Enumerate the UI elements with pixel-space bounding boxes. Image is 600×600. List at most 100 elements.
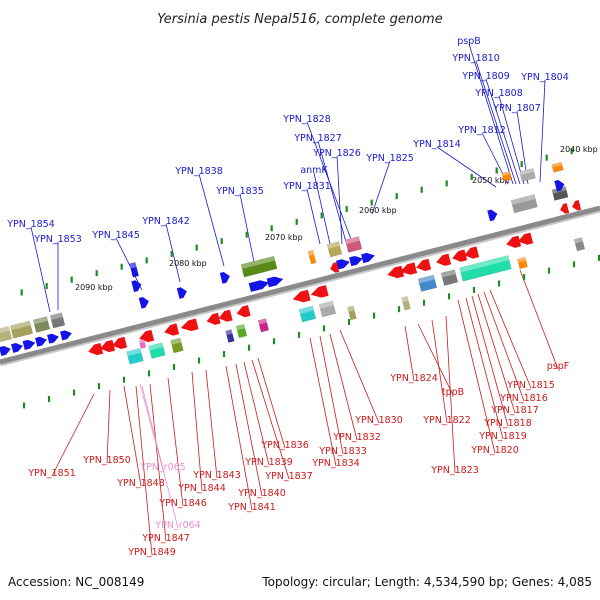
gene-label[interactable]: YPN_1834 (311, 458, 360, 469)
forward-cds-arrow[interactable] (349, 254, 364, 267)
gene-label[interactable]: YPN_1822 (422, 415, 471, 426)
gene-label[interactable]: YPN_1843 (192, 470, 241, 481)
forward-analysis-block[interactable] (326, 241, 343, 258)
reverse-cds-arrow[interactable] (451, 249, 468, 264)
gene-label[interactable]: tppB (442, 387, 464, 398)
forward-analysis-block[interactable] (551, 186, 569, 201)
reverse-analysis-block[interactable] (257, 318, 270, 333)
reverse-cds-arrow[interactable] (571, 200, 582, 212)
forward-cds-arrow[interactable] (35, 335, 48, 347)
gene-label[interactable]: YPN_1814 (412, 139, 461, 150)
gene-label[interactable]: YPN_1826 (312, 148, 361, 159)
gene-label[interactable]: YPN_1830 (354, 415, 403, 426)
gene-label[interactable]: YPN_1835 (215, 186, 264, 197)
gene-label[interactable]: YPN_1820 (470, 445, 519, 456)
reverse-analysis-block[interactable] (170, 337, 184, 354)
reverse-cds-arrow[interactable] (217, 309, 233, 324)
forward-analysis-block[interactable] (501, 171, 512, 182)
gene-label[interactable]: YPN_1823 (430, 465, 479, 476)
reverse-analysis-block[interactable] (573, 237, 586, 252)
gene-label[interactable]: YPN_1817 (490, 405, 539, 416)
gene-label[interactable]: YPN_1807 (492, 103, 541, 114)
gene-label[interactable]: YPN_1851 (27, 468, 76, 479)
reverse-analysis-block[interactable] (347, 305, 357, 321)
gene-label[interactable]: YPN_1844 (177, 483, 226, 494)
gene-label[interactable]: YPN_1825 (365, 153, 414, 164)
forward-cds-arrow[interactable] (0, 345, 12, 356)
gene-label[interactable]: YPN_1839 (244, 457, 293, 468)
gene-label[interactable]: YPN_1816 (499, 393, 548, 404)
forward-cds-arrow[interactable] (361, 251, 376, 264)
forward-cds-block[interactable] (129, 261, 140, 278)
gene-label[interactable]: YPN_1810 (451, 53, 500, 64)
forward-analysis-block[interactable] (510, 194, 538, 214)
gene-label[interactable]: YPN_1824 (389, 373, 438, 384)
forward-cds-arrow[interactable] (60, 329, 73, 341)
forward-analysis-block[interactable] (32, 316, 51, 333)
forward-analysis-block[interactable] (9, 320, 34, 339)
reverse-cds-arrow[interactable] (291, 289, 311, 305)
reverse-cds-arrow[interactable] (309, 285, 329, 300)
gene-label[interactable]: YPN_1808 (474, 88, 523, 99)
gene-label[interactable]: YPN_1847 (141, 533, 190, 544)
gene-label[interactable]: YPN_1842 (141, 216, 190, 227)
reverse-analysis-block[interactable] (401, 295, 411, 311)
forward-cds-arrow[interactable] (266, 275, 285, 288)
reverse-cds-arrow[interactable] (505, 235, 522, 250)
reverse-cds-arrow[interactable] (163, 323, 180, 337)
reverse-cds-arrow[interactable] (205, 312, 221, 327)
gene-label[interactable]: YPN_1832 (332, 432, 381, 443)
reverse-analysis-block[interactable] (298, 305, 317, 323)
forward-analysis-block[interactable] (307, 249, 317, 265)
gene-label[interactable]: YPN_1853 (33, 234, 82, 245)
reverse-analysis-block[interactable] (440, 269, 459, 286)
reverse-analysis-block[interactable] (235, 323, 248, 339)
gene-label[interactable]: YPN_1846 (158, 498, 207, 509)
forward-cds-arrow[interactable] (336, 258, 351, 270)
reverse-cds-arrow[interactable] (463, 246, 480, 260)
gene-label[interactable]: YPN_r065 (139, 462, 185, 473)
reverse-cds-arrow[interactable] (111, 336, 128, 351)
forward-analysis-block[interactable] (344, 236, 363, 253)
forward-analysis-block[interactable] (0, 325, 13, 344)
reverse-analysis-block[interactable] (225, 329, 235, 343)
gene-label[interactable]: YPN_1818 (483, 418, 532, 429)
forward-analysis-block[interactable] (240, 255, 278, 278)
gene-label[interactable]: YPN_1828 (282, 114, 331, 125)
gene-label[interactable]: YPN_1836 (260, 440, 309, 451)
reverse-cds-arrow[interactable] (99, 339, 116, 354)
forward-cds-arrow[interactable] (248, 278, 271, 292)
forward-cds-arrow[interactable] (176, 286, 188, 299)
forward-analysis-block[interactable] (49, 312, 66, 329)
gene-label[interactable]: YPN_1837 (264, 471, 313, 482)
gene-label[interactable]: YPN_1819 (478, 431, 527, 442)
gene-label[interactable]: pspF (547, 361, 569, 372)
gene-label[interactable]: YPN_1815 (506, 380, 555, 391)
rna-feature[interactable] (138, 339, 147, 349)
gene-label[interactable]: YPN_1831 (282, 181, 331, 192)
gene-label[interactable]: YPN_1841 (227, 502, 276, 513)
gene-label[interactable]: YPN_1838 (174, 166, 223, 177)
gene-label[interactable]: pspB (457, 36, 481, 47)
forward-cds-arrow[interactable] (487, 208, 498, 222)
gene-label[interactable]: YPN_1812 (457, 125, 506, 136)
reverse-cds-arrow[interactable] (399, 262, 418, 277)
reverse-cds-arrow[interactable] (179, 318, 199, 333)
gene-label[interactable]: YPN_1804 (520, 72, 569, 83)
forward-cds-arrow[interactable] (131, 279, 142, 292)
reverse-cds-arrow[interactable] (87, 342, 104, 357)
forward-cds-arrow[interactable] (138, 296, 150, 309)
gene-label[interactable]: YPN_1809 (461, 71, 510, 82)
reverse-cds-arrow[interactable] (559, 203, 570, 215)
reverse-cds-arrow[interactable] (415, 258, 432, 273)
reverse-cds-arrow[interactable] (435, 253, 452, 268)
gene-label[interactable]: YPN_1850 (82, 455, 131, 466)
forward-cds-arrow[interactable] (22, 338, 37, 350)
gene-label[interactable]: YPN_1840 (237, 488, 286, 499)
reverse-analysis-block[interactable] (417, 274, 438, 292)
gene-label[interactable]: anmK (300, 165, 328, 176)
forward-cds-arrow[interactable] (11, 341, 24, 353)
gene-label[interactable]: YPN_1848 (116, 478, 165, 489)
reverse-cds-arrow[interactable] (138, 329, 155, 344)
gene-label[interactable]: YPN_1845 (91, 230, 140, 241)
